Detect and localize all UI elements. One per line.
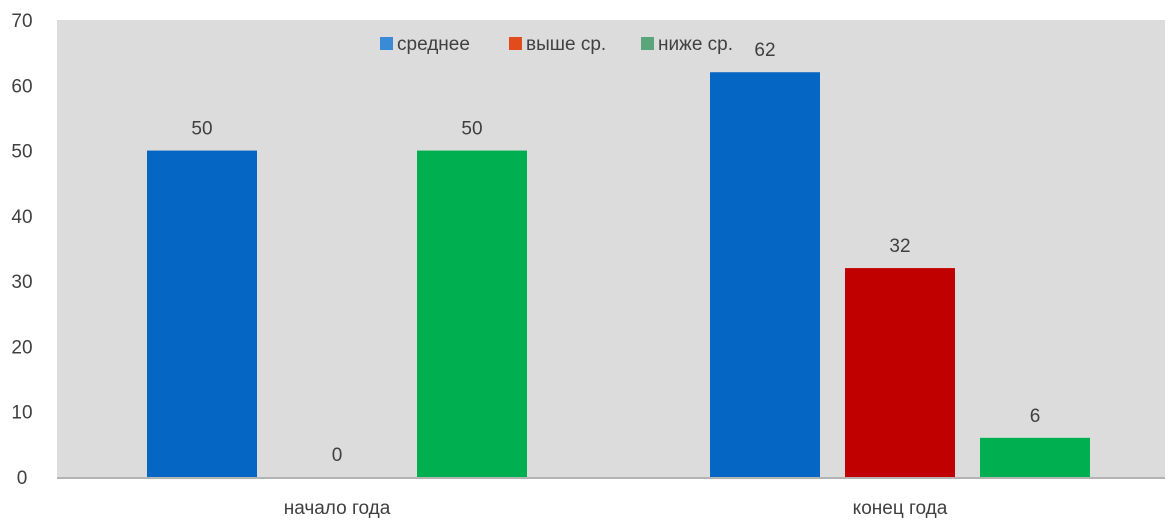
legend-swatch bbox=[509, 37, 522, 50]
y-tick-label: 70 bbox=[11, 11, 32, 32]
y-tick-label: 0 bbox=[17, 468, 28, 489]
legend-label: среднее bbox=[397, 34, 470, 55]
legend-swatch bbox=[380, 37, 393, 50]
x-category-label: начало года bbox=[284, 498, 391, 518]
x-axis-categories: начало года конец года bbox=[284, 498, 948, 519]
legend-label: ниже ср. bbox=[658, 34, 733, 55]
data-label: 0 bbox=[332, 445, 343, 466]
legend: среднее выше ср. ниже ср. bbox=[380, 34, 733, 55]
legend-swatch bbox=[641, 37, 654, 50]
bars bbox=[147, 72, 1090, 478]
legend-label: выше ср. bbox=[526, 34, 606, 55]
bar-3-1 bbox=[417, 150, 527, 478]
data-label: 6 bbox=[1030, 406, 1041, 427]
x-category-label: конец года bbox=[853, 498, 948, 518]
data-label: 32 bbox=[889, 236, 910, 257]
y-tick-label: 10 bbox=[11, 403, 32, 424]
y-tick-label: 50 bbox=[11, 142, 32, 163]
y-tick-label: 40 bbox=[11, 207, 32, 228]
data-label: 62 bbox=[754, 40, 775, 61]
y-tick-label: 60 bbox=[11, 76, 32, 97]
bar-1-1 bbox=[147, 150, 257, 478]
bar-2-2 bbox=[845, 268, 955, 477]
data-labels: 50 0 50 62 32 6 bbox=[191, 40, 1040, 466]
data-label: 50 bbox=[461, 119, 482, 140]
bar-1-2 bbox=[710, 72, 820, 477]
bar-3-2 bbox=[980, 437, 1090, 477]
y-tick-label: 20 bbox=[11, 337, 32, 358]
data-label: 50 bbox=[191, 119, 212, 140]
y-axis-ticks: 0 10 20 30 40 50 60 70 bbox=[11, 11, 32, 489]
y-tick-label: 30 bbox=[11, 272, 32, 293]
